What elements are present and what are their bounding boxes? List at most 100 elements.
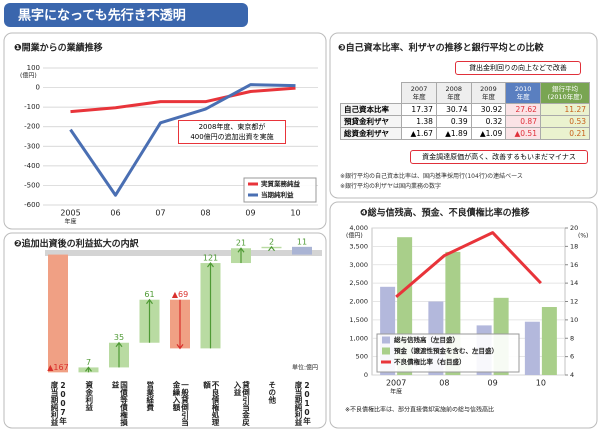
y-tick-label: 2,000 (349, 298, 368, 306)
header-row: 2007 年度 2008 年度 2009 年度 2010 年度 銀行平均 (2010年度) (341, 82, 591, 104)
bar (292, 246, 312, 255)
y-tick-label: 100 (27, 64, 40, 72)
table-cell: 17.37 (401, 103, 437, 116)
table-cell: ▲0.51 (505, 127, 541, 140)
x-unit: 年度 (390, 388, 402, 396)
y-tick-label: -600 (24, 201, 40, 209)
value-label: 7 (86, 358, 91, 367)
value-label: 121 (203, 254, 218, 263)
column-header-line: 2008 (445, 85, 463, 93)
value-label: 35 (114, 333, 124, 342)
value-label: 2 (269, 237, 274, 246)
x-tick-label: 08 (200, 209, 210, 218)
column-header-line: 年度 (447, 93, 461, 101)
y-tick-label: 1,500 (349, 316, 368, 324)
y-tick-label: 1,000 (349, 334, 368, 342)
y-unit: (億円) (20, 72, 37, 80)
table-row: 総資金利ザヤ ▲1.67 ▲1.89 ▲1.09 ▲0.51 0.21 (339, 127, 591, 140)
series-line (70, 86, 296, 114)
callout: 資金調達原価が高く、改善するもいまだマイナス (410, 150, 588, 164)
chart-title: ❷追加出資後の利益拡大の内訳 (14, 238, 140, 250)
arrow-head (237, 247, 245, 253)
x-tick-label: 09 (488, 379, 498, 388)
y2-tick-label: 20 (570, 224, 578, 232)
x-tick-label: 一般貸倒引当金繰入額 (172, 381, 190, 426)
corner-cell (341, 83, 402, 104)
table-cell: ▲1.89 (435, 127, 472, 140)
y2-tick-label: 8 (570, 334, 574, 342)
value-label: ▲167 (47, 363, 68, 372)
column-header: 2007 年度 (401, 82, 437, 104)
value-label: 11 (297, 237, 307, 246)
zero-band (45, 250, 322, 256)
column-header-line: 2007 (410, 85, 428, 93)
x-tick-label: 2005 (60, 209, 80, 218)
series-line (395, 231, 542, 299)
page-title: 黒字になっても先行き不透明 (18, 8, 186, 24)
value-label: ▲69 (172, 290, 188, 299)
column-header-line: (2010年度) (547, 93, 583, 101)
arrow-head (85, 366, 92, 372)
footnote: ※銀行平均の自己資本比率は、国内基準採用行(104行)の連結ベース (340, 173, 523, 180)
bar (524, 321, 540, 375)
x-tick-label: その他 (267, 381, 277, 404)
table-cell: 30.74 (435, 103, 472, 116)
footnote: ※銀行平均の利ザヤは国内業務の数字 (340, 183, 442, 190)
legend-label: 総与信残高（左目盛） (394, 335, 459, 344)
column-header: 銀行平均 (2010年度) (539, 82, 591, 104)
column-header-line: 年度 (516, 93, 530, 101)
x-tick-label: 2010年度当期純利益 (294, 381, 312, 426)
value-label: 61 (144, 290, 154, 299)
x-tick-label: 2007 (386, 379, 406, 388)
table-cell: 0.32 (470, 115, 507, 128)
x-unit: 年度 (64, 218, 76, 226)
y-tick-label: 3,500 (349, 242, 368, 250)
unit-label: 単位:億円 (292, 364, 318, 372)
x-tick-label: 営業経費 (145, 381, 155, 411)
table-cell: ▲1.67 (401, 127, 437, 140)
x-tick-label: 08 (439, 379, 449, 388)
legend-swatch (382, 336, 390, 344)
bar (48, 254, 68, 373)
y-tick-label: 500 (356, 353, 368, 361)
y-tick-label: -400 (24, 162, 40, 170)
arrow-head (207, 262, 214, 268)
y2-unit: (%) (578, 233, 588, 240)
legend-label: 不良債権比率（右目盛） (394, 357, 466, 366)
y2-tick-label: 18 (570, 242, 578, 250)
y-tick-label: -500 (24, 181, 40, 189)
y2-tick-label: 10 (570, 316, 578, 324)
legend-label: 実質業務純益 (261, 179, 301, 188)
legend-label: 預金（譲渡性預金を含む、左目盛） (394, 346, 498, 355)
y2-tick-label: 14 (570, 279, 578, 287)
table-cell: 0.53 (539, 115, 591, 128)
x-tick-label: 不良債権処理額 (202, 381, 221, 426)
y2-tick-label: 16 (570, 261, 578, 269)
y-unit: (億円) (346, 232, 363, 240)
y2-tick-label: 12 (570, 298, 578, 306)
y-tick-label: 0 (364, 371, 368, 379)
y-tick-label: 0 (36, 84, 40, 92)
x-tick-label: 07 (155, 209, 165, 218)
table-cell: 1.38 (401, 115, 437, 128)
panel (329, 201, 598, 429)
column-header: 2010 年度 (505, 82, 541, 104)
arrow-head (115, 341, 123, 348)
annotation: 2008年度、東京都が 400億円の追加出資を実施 (178, 120, 286, 144)
y-tick-label: 4,000 (349, 224, 368, 232)
y-tick-label: 2,500 (349, 279, 368, 287)
column-header-line: 銀行平均 (551, 85, 578, 93)
row-label: 総資金利ザヤ (339, 127, 403, 140)
table-cell: 27.62 (505, 103, 541, 116)
table-cell: 0.87 (505, 115, 541, 128)
y2-tick-label: 6 (570, 353, 574, 361)
legend-swatch (382, 347, 390, 355)
column-header-line: 年度 (412, 93, 426, 101)
table-cell: 0.39 (435, 115, 472, 128)
chart-title: ❶開業からの業績推移 (14, 42, 103, 54)
chart-title: ❸自己資本比率、利ザヤの推移と銀行平均との比較 (338, 42, 545, 54)
legend-box (376, 333, 520, 373)
callout: 貸出金利回りの向上などで改善 (455, 61, 581, 75)
value-label: 21 (236, 239, 246, 248)
